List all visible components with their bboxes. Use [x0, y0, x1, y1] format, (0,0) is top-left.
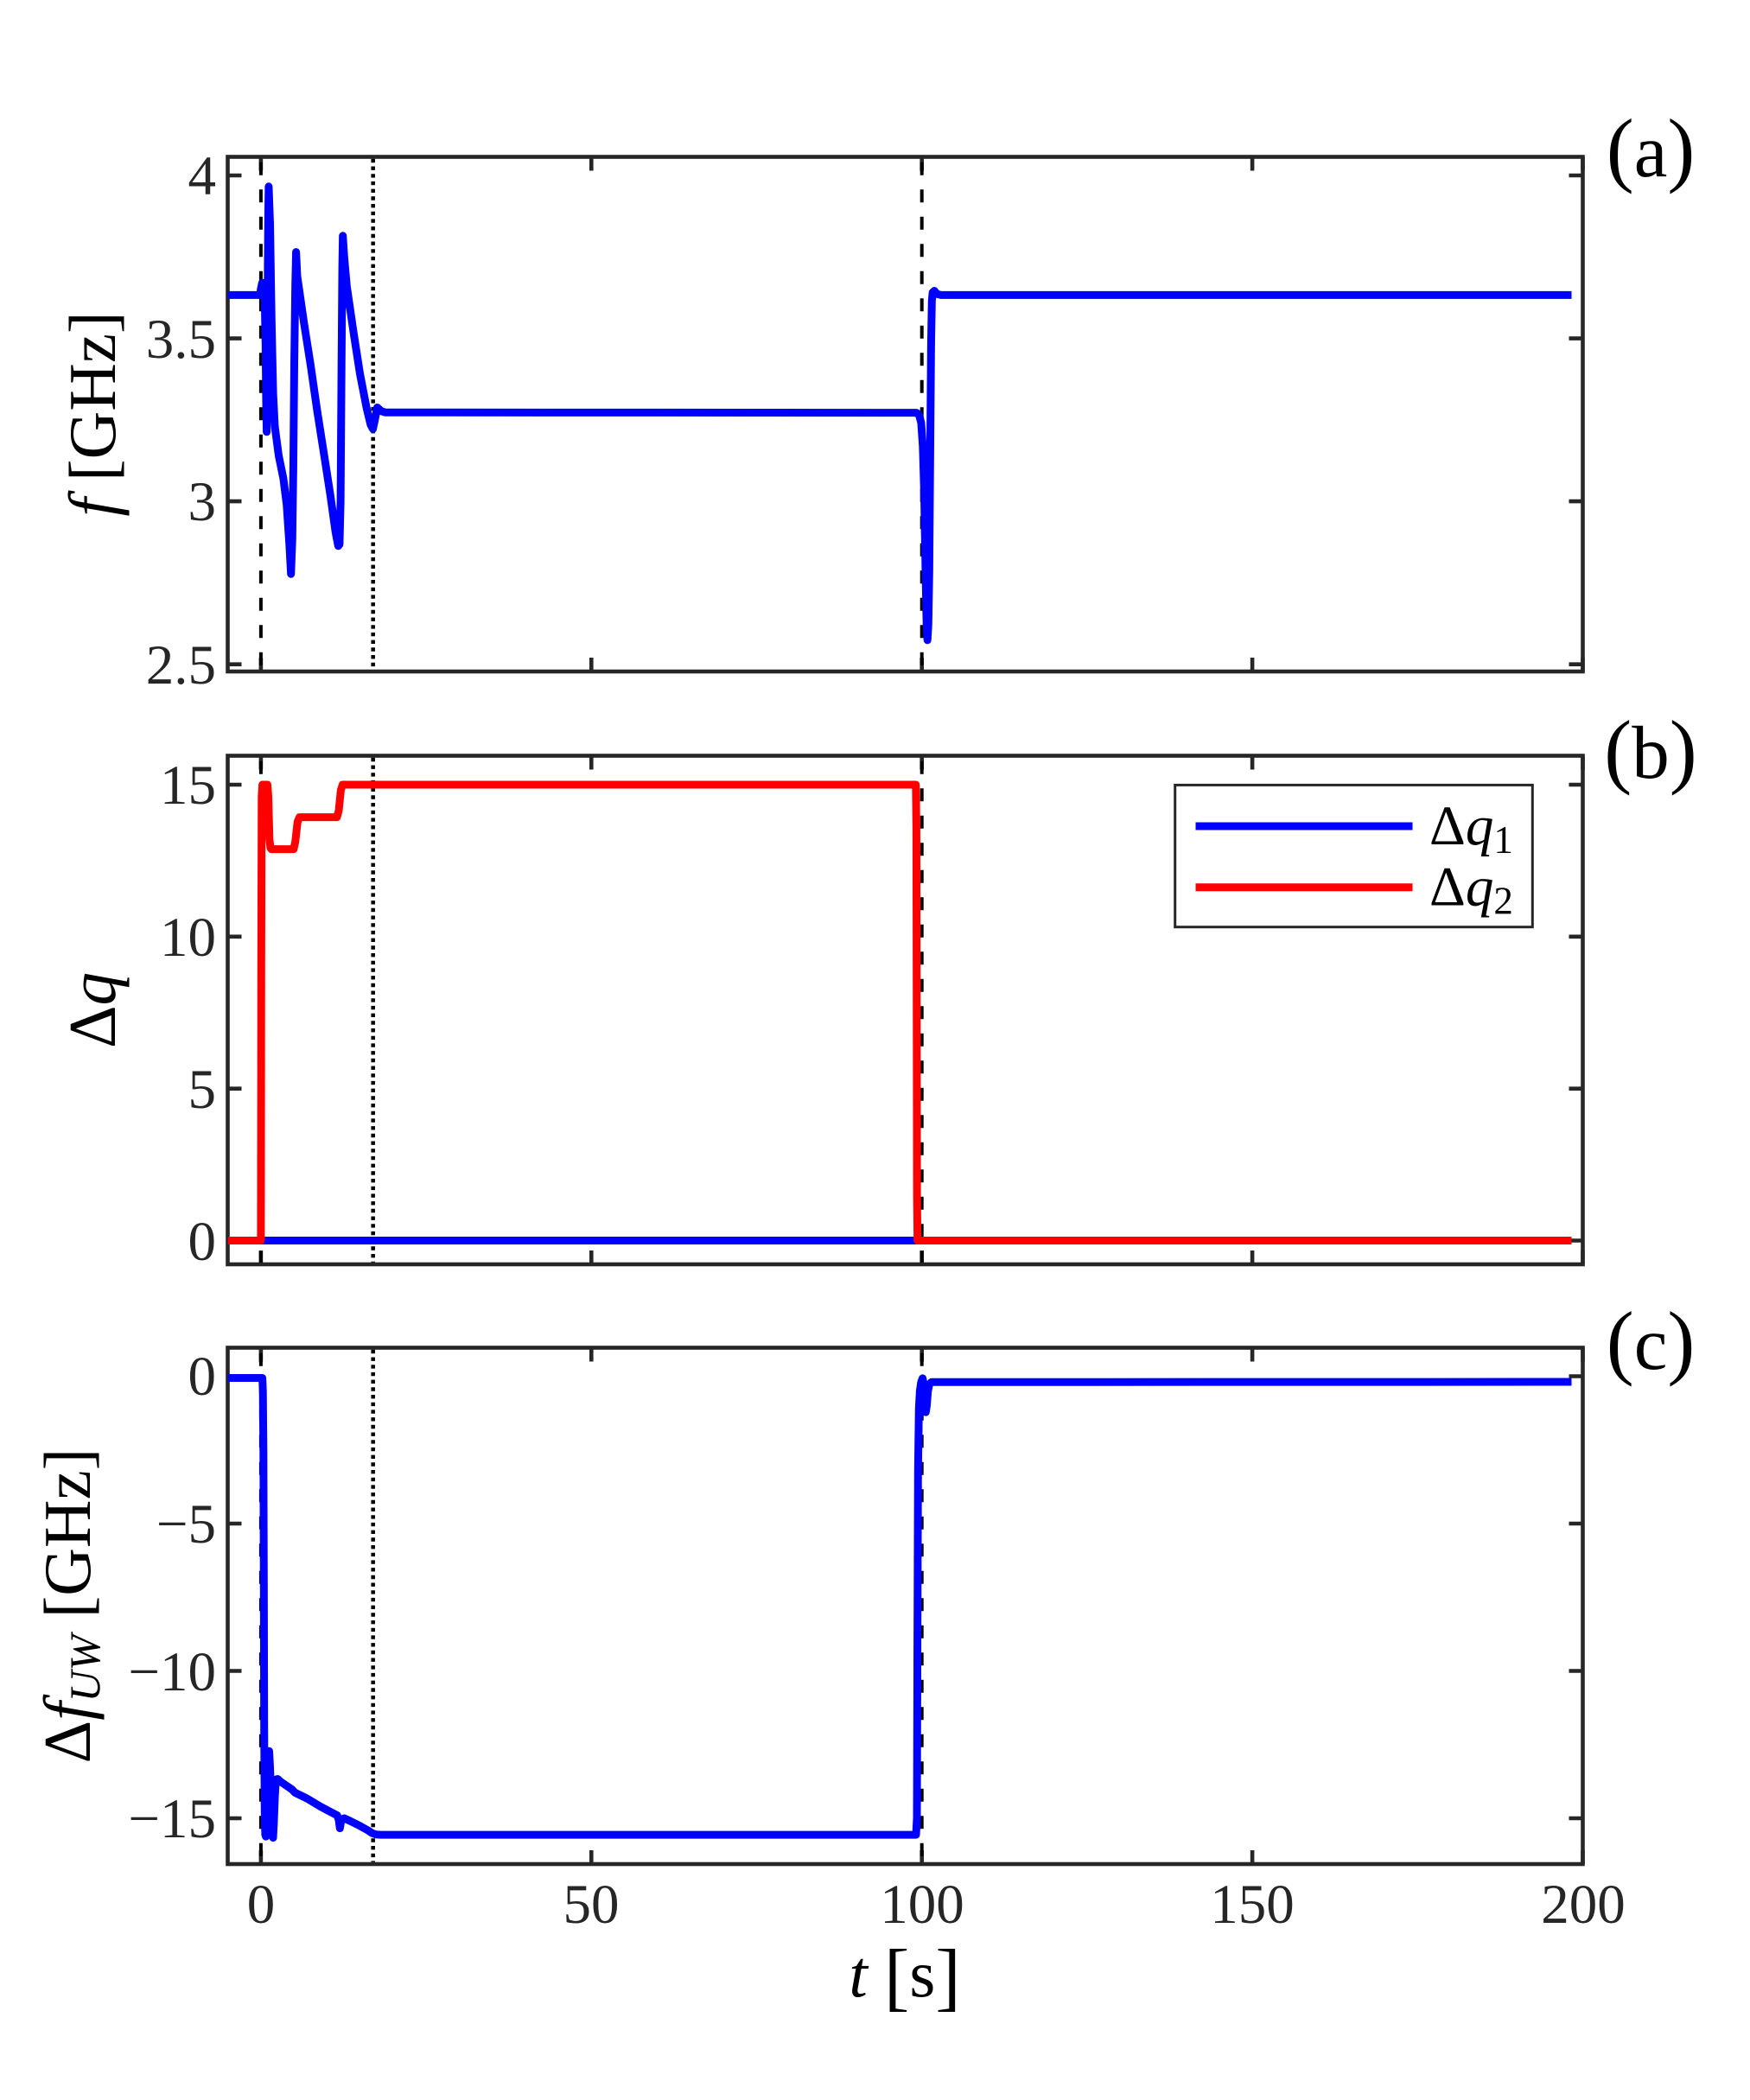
- svg-text:15: 15: [160, 754, 216, 817]
- svg-text:(c): (c): [1607, 1295, 1696, 1387]
- svg-text:5: 5: [188, 1059, 217, 1121]
- svg-text:(a): (a): [1607, 102, 1696, 194]
- svg-text:Δq: Δq: [55, 972, 130, 1048]
- svg-text:t [s]: t [s]: [849, 1935, 960, 2019]
- svg-text:0: 0: [247, 1874, 276, 1936]
- svg-text:4: 4: [188, 145, 217, 207]
- svg-text:0: 0: [188, 1211, 217, 1273]
- svg-text:0: 0: [188, 1346, 217, 1408]
- svg-text:−10: −10: [128, 1641, 216, 1703]
- svg-text:−5: −5: [156, 1493, 216, 1556]
- svg-text:10: 10: [160, 907, 216, 969]
- svg-text:−15: −15: [128, 1788, 216, 1850]
- svg-text:200: 200: [1541, 1874, 1626, 1936]
- svg-text:2.5: 2.5: [146, 634, 216, 697]
- svg-text:50: 50: [563, 1874, 620, 1936]
- svg-text:100: 100: [880, 1874, 964, 1936]
- svg-text:3.5: 3.5: [146, 309, 216, 371]
- svg-text:3: 3: [188, 471, 217, 533]
- svg-text:f [GHz]: f [GHz]: [55, 311, 130, 516]
- svg-text:150: 150: [1210, 1874, 1295, 1936]
- svg-text:ΔfUW [GHz]: ΔfUW [GHz]: [30, 1448, 109, 1764]
- svg-text:(b): (b): [1604, 703, 1696, 796]
